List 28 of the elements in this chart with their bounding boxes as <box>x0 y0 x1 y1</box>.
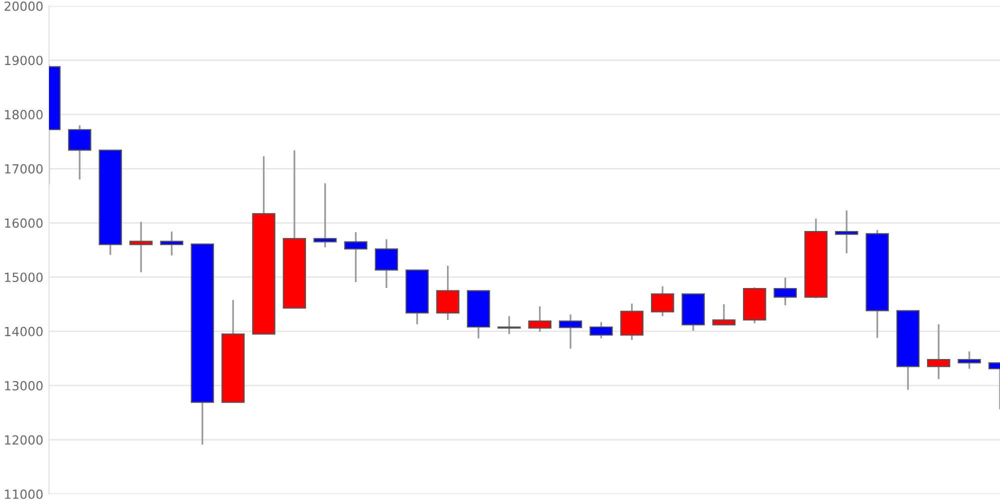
y-tick-label: 19000 <box>5 56 43 66</box>
y-tick-label: 18000 <box>5 110 43 120</box>
y-tick-label: 14000 <box>5 326 43 336</box>
candlestick <box>558 314 582 350</box>
candlestick <box>620 302 644 341</box>
candlestick <box>68 124 92 180</box>
candlestick <box>498 315 521 335</box>
candlestick <box>927 323 950 380</box>
candlestick <box>835 210 858 254</box>
candlestick <box>590 321 613 340</box>
candlestick <box>344 231 368 283</box>
y-tick-label: 16000 <box>5 218 43 228</box>
y-tick-label: 12000 <box>5 435 43 445</box>
candlestick <box>436 264 460 321</box>
candlestick <box>712 303 736 326</box>
y-tick-label: 17000 <box>5 164 43 174</box>
candlestick <box>650 285 674 317</box>
candlestick <box>374 238 398 289</box>
y-tick-label: 13000 <box>5 381 43 390</box>
candlestick <box>314 182 337 248</box>
candlestick <box>528 306 552 333</box>
candlestick <box>129 220 153 274</box>
y-tick-label: 11000 <box>5 489 43 499</box>
candlestick <box>160 230 184 256</box>
candlestick <box>774 276 797 306</box>
candlestick <box>958 350 981 370</box>
y-tick-label: 20000 <box>4 1 43 11</box>
y-tick-label: 15000 <box>5 272 43 282</box>
